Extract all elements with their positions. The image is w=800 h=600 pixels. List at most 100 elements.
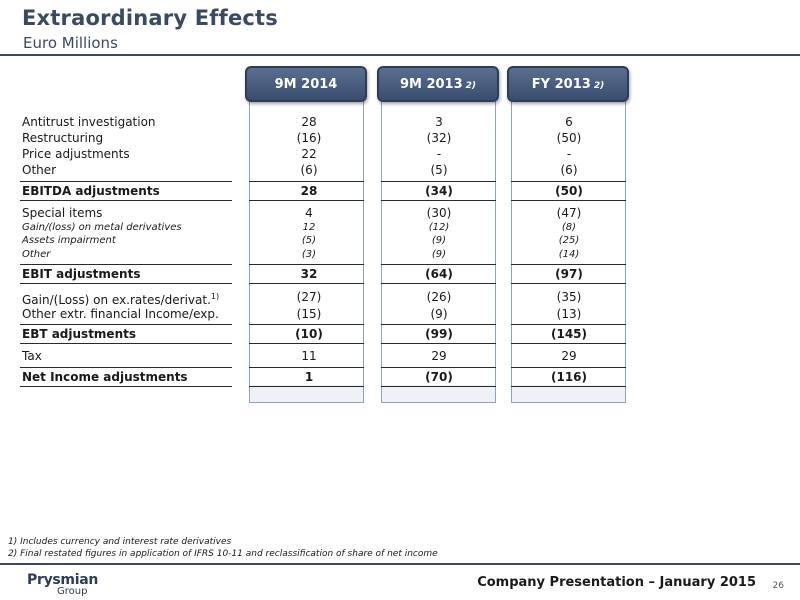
footnote-1: 1) Includes currency and interest rate d… <box>8 537 232 547</box>
value-9m2013: (32) <box>426 131 452 145</box>
row-divider <box>20 181 232 182</box>
row-divider <box>511 324 626 325</box>
value-9m2014: 28 <box>300 184 318 198</box>
table-row: Gain/(Loss) on ex.rates/derivat.1) (27) … <box>22 289 624 308</box>
value-fy2013: (8) <box>561 222 577 233</box>
column-panel-9m2013 <box>381 98 496 403</box>
row-divider <box>381 200 496 201</box>
row-divider <box>20 283 232 284</box>
row-divider <box>249 200 364 201</box>
row-label: Special items <box>22 206 103 220</box>
value-fy2013: (47) <box>556 206 582 220</box>
table-row: Other (3) (9) (14) <box>22 248 624 261</box>
row-label: Other <box>22 249 51 260</box>
row-label: Tax <box>22 349 42 363</box>
column-header-label: 9M 2013 <box>399 76 463 92</box>
value-fy2013: (13) <box>556 307 582 321</box>
value-fy2013: (50) <box>555 184 583 198</box>
page-number: 26 <box>772 581 784 591</box>
table-row: Tax 11 29 29 <box>22 348 624 364</box>
top-divider <box>0 54 800 56</box>
row-divider <box>20 324 232 325</box>
row-divider <box>511 386 626 387</box>
table-row: Assets impairment (5) (9) (25) <box>22 234 624 247</box>
value-9m2014: 1 <box>304 370 314 384</box>
value-9m2013: 29 <box>431 349 447 363</box>
value-9m2014: 4 <box>305 206 313 220</box>
row-divider <box>381 324 496 325</box>
row-label: EBIT adjustments <box>22 267 141 281</box>
company-logo: Prysmian Group <box>27 572 99 598</box>
row-label-text: Gain/(Loss) on ex.rates/derivat. <box>22 293 211 307</box>
value-9m2014: (6) <box>300 163 318 177</box>
table-row: Restructuring (16) (32) (50) <box>22 130 624 146</box>
row-label: Antitrust investigation <box>22 115 156 129</box>
value-fy2013: (35) <box>556 290 582 304</box>
row-label: Other extr. financial Income/exp. <box>22 307 219 321</box>
value-9m2014: 32 <box>300 267 318 281</box>
value-fy2013: (145) <box>550 327 588 341</box>
footnote-2: 2) Final restated figures in application… <box>8 549 438 559</box>
row-divider <box>381 367 496 368</box>
row-divider <box>249 181 364 182</box>
column-header-label: 9M 2014 <box>274 76 338 92</box>
value-9m2014: (3) <box>301 249 317 260</box>
row-divider <box>381 386 496 387</box>
row-divider <box>381 181 496 182</box>
row-divider <box>381 283 496 284</box>
subtotal-row: EBIT adjustments 32 (64) (97) <box>22 266 624 282</box>
value-9m2013: 3 <box>435 115 443 129</box>
value-9m2013: (12) <box>428 222 450 233</box>
column-header-9m2013: 9M 2013 2) <box>377 66 499 102</box>
value-9m2013: (9) <box>431 235 447 246</box>
footnote-reference: 1) <box>210 292 220 301</box>
value-9m2014: (15) <box>296 307 322 321</box>
value-9m2014: 11 <box>301 349 317 363</box>
row-label: Gain/(loss) on metal derivatives <box>22 222 182 233</box>
value-fy2013: (50) <box>556 131 582 145</box>
total-row: Net Income adjustments 1 (70) (116) <box>22 369 624 385</box>
row-divider <box>249 343 364 344</box>
value-9m2014: (10) <box>295 327 323 341</box>
row-divider <box>249 386 364 387</box>
row-divider <box>381 264 496 265</box>
page-title: Extraordinary Effects <box>22 6 278 30</box>
row-label: Gain/(Loss) on ex.rates/derivat.1) <box>22 289 219 308</box>
value-fy2013: (14) <box>558 249 580 260</box>
row-label: Net Income adjustments <box>22 370 188 384</box>
column-header-fy2013: FY 2013 2) <box>507 66 629 102</box>
row-divider <box>511 181 626 182</box>
row-divider <box>249 367 364 368</box>
value-9m2013: (99) <box>425 327 453 341</box>
row-divider <box>511 200 626 201</box>
row-label: Other <box>22 163 57 177</box>
value-9m2013: (9) <box>430 307 448 321</box>
logo-name: Prysmian <box>27 572 99 588</box>
value-9m2014: (27) <box>296 290 322 304</box>
value-9m2013: (26) <box>426 290 452 304</box>
row-label: Restructuring <box>22 131 104 145</box>
value-9m2013: (70) <box>425 370 453 384</box>
row-label: Assets impairment <box>22 235 116 246</box>
value-9m2013: (64) <box>425 267 453 281</box>
value-9m2013: (34) <box>425 184 453 198</box>
row-divider <box>20 386 232 387</box>
column-header-label: FY 2013 <box>531 76 591 92</box>
value-9m2014: 12 <box>302 222 316 233</box>
value-9m2014: (5) <box>301 235 317 246</box>
row-divider <box>249 264 364 265</box>
table-row: Gain/(loss) on metal derivatives 12 (12)… <box>22 221 624 234</box>
value-9m2014: (16) <box>296 131 322 145</box>
value-fy2013: 6 <box>565 115 573 129</box>
value-9m2013: (9) <box>431 249 447 260</box>
column-panel-9m2014 <box>249 98 364 403</box>
row-divider <box>20 343 232 344</box>
value-fy2013: - <box>566 147 572 161</box>
value-fy2013: (116) <box>550 370 588 384</box>
table-row: Other (6) (5) (6) <box>22 162 624 178</box>
row-divider <box>381 343 496 344</box>
row-divider <box>511 283 626 284</box>
row-divider <box>20 367 232 368</box>
row-divider <box>20 264 232 265</box>
row-divider <box>249 324 364 325</box>
